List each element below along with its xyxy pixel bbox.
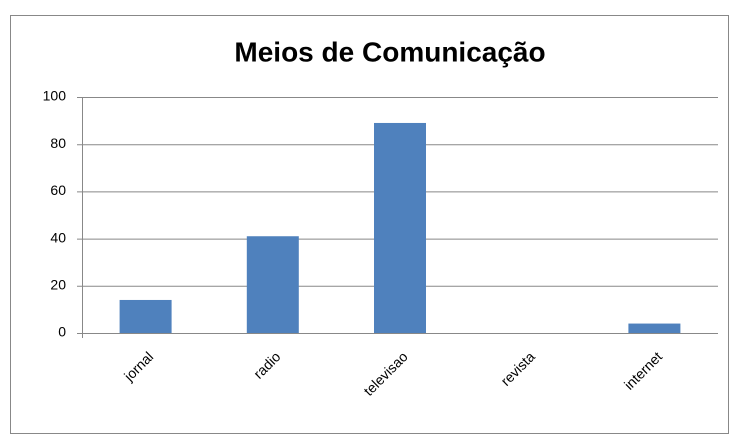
y-tick-label: 60 (50, 182, 66, 198)
chart-title: Meios de Comunicação (234, 36, 545, 67)
bar (119, 299, 172, 333)
bar (246, 236, 299, 333)
y-tick-label: 80 (50, 135, 66, 151)
y-tick-label: 20 (50, 277, 66, 293)
y-tick-label: 0 (58, 324, 66, 340)
bar (374, 122, 426, 334)
y-tick-label: 100 (43, 88, 67, 104)
chart-frame (10, 15, 729, 434)
bar (628, 323, 681, 333)
y-tick-label: 40 (50, 229, 66, 245)
